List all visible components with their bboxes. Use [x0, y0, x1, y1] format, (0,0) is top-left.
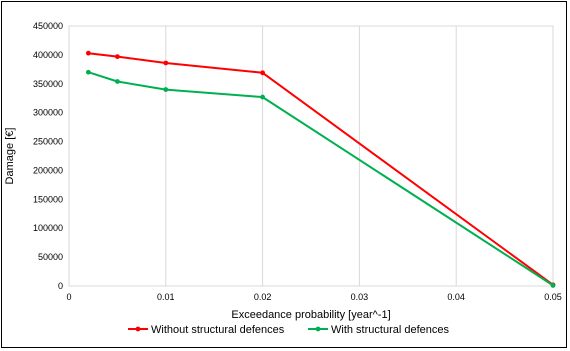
data-point [85, 69, 91, 75]
legend-label: Without structural defences [151, 324, 285, 336]
x-tick-label: 0.04 [447, 292, 465, 302]
legend-marker [315, 326, 321, 332]
data-point [550, 283, 556, 288]
y-tick-label: 400000 [33, 50, 63, 60]
y-tick-label: 150000 [33, 194, 63, 204]
x-tick-label: 0.02 [254, 292, 272, 302]
data-point [163, 87, 169, 92]
y-tick-label: 100000 [33, 223, 63, 233]
y-tick-label: 300000 [33, 108, 63, 118]
data-point [115, 79, 120, 84]
legend-label: With structural defences [331, 324, 449, 336]
y-tick-label: 350000 [33, 79, 63, 89]
legend: Without structural defences With structur… [128, 324, 449, 336]
legend-item-2: With structural defences [308, 324, 449, 336]
data-point [85, 50, 91, 56]
legend-item-1: Without structural defences [128, 324, 285, 336]
y-tick-label: 0 [58, 281, 63, 291]
x-tick-label: 0 [66, 292, 71, 302]
x-axis: 0 0.01 0.02 0.03 0.04 0.05 [66, 292, 561, 302]
x-tick-label: 0.03 [351, 292, 369, 302]
data-point [115, 54, 120, 60]
y-axis-title: Damage [€] [4, 128, 16, 185]
data-point [163, 60, 169, 66]
x-tick-label: 0.05 [544, 292, 562, 302]
y-tick-label: 50000 [38, 252, 63, 262]
y-axis: 0 50000 100000 150000 200000 250000 300000 3500… [33, 21, 63, 291]
plot-area [68, 25, 554, 287]
y-tick-label: 450000 [33, 21, 63, 31]
series-2 [85, 69, 556, 288]
x-axis-title: Exceedance probability [year^-1] [231, 309, 390, 321]
x-tick-label: 0.01 [157, 292, 175, 302]
data-point [260, 94, 265, 100]
y-tick-label: 200000 [33, 165, 63, 175]
data-point [260, 70, 265, 76]
series-group [85, 50, 556, 288]
y-tick-label: 250000 [33, 137, 63, 147]
grid-lines [165, 26, 457, 286]
legend-marker [135, 326, 141, 332]
